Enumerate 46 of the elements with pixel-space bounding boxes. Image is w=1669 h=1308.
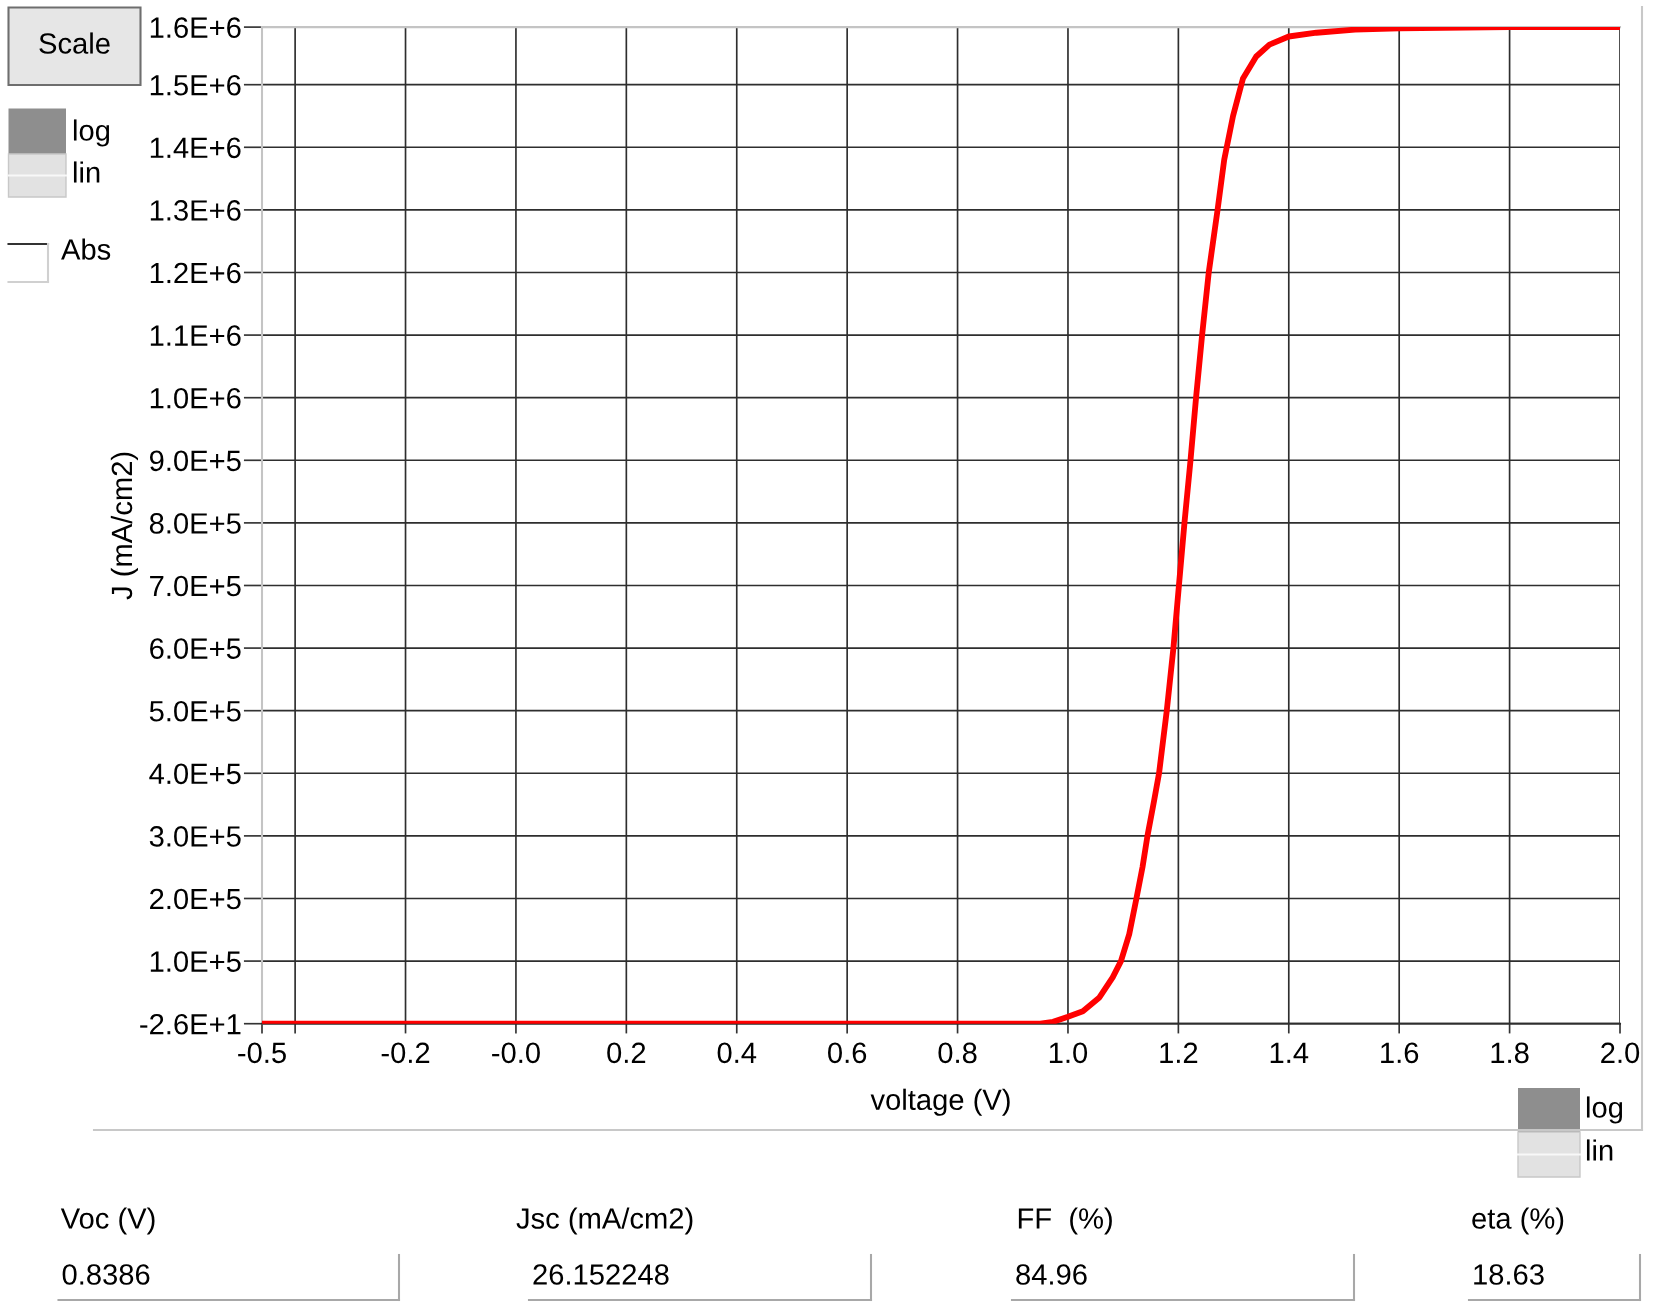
y-axis-title: J (mA/cm2) [110,452,138,600]
y-tick-label: 1.2E+6 [150,262,241,284]
x-tick-label: 0.2 [607,1042,646,1064]
y-tick-label: 8.0E+5 [149,513,241,534]
x-tick-label: 0.6 [828,1042,867,1064]
y-tick-label: 1.3E+6 [150,200,241,221]
x-tick-label: 0.8 [938,1042,977,1064]
text: Abs [61,238,111,260]
text: FF (%) [1018,1207,1112,1235]
text: lin [1586,1139,1613,1161]
y-tick-label: 5.0E+5 [149,700,241,722]
y-tick-label: -2.6E+1 [140,1013,241,1035]
y-tick-label: 4.0E+5 [149,763,241,785]
text: eta (%) [1472,1207,1564,1235]
x-tick-label: 1.0 [1049,1042,1088,1064]
y-tick-label: 6.0E+5 [150,638,241,659]
x-tick-label: 0.4 [717,1042,757,1064]
text: 26.152248 [533,1264,669,1285]
x-tick-label: 1.2 [1160,1042,1198,1063]
x-tick-label: 1.8 [1491,1042,1529,1064]
x-tick-label: 1.4 [1270,1042,1309,1063]
text: 18.63 [1474,1264,1544,1285]
y-tick-label: 2.0E+5 [150,888,241,910]
y-tick-label: 1.6E+6 [150,17,241,38]
text: 0.8386 [62,1264,150,1285]
text: log [73,119,110,147]
text: Voc (V) [60,1207,155,1235]
x-axis-title: voltage (V) [870,1088,1010,1116]
x-tick-label: -0.2 [381,1042,430,1064]
y-tick-label: 1.0E+6 [150,387,241,409]
y-tick-label: 7.0E+5 [150,575,241,597]
y-tick-label: 1.0E+5 [150,951,241,972]
x-tick-label: 1.6 [1381,1042,1419,1064]
y-tick-label: 9.0E+5 [149,450,241,472]
y-tick-label: 3.0E+5 [149,826,241,847]
x-tick-label: -0.5 [238,1042,286,1064]
y-tick-label: 1.4E+6 [150,137,241,159]
y-tick-label: 1.1E+6 [150,325,241,346]
x-tick-label: -0.0 [492,1042,540,1064]
text: log [1586,1096,1623,1124]
y-tick-label: 1.5E+6 [150,74,241,96]
text: Jsc (mA/cm2) [516,1207,693,1235]
text: Scale [39,32,110,54]
text: 84.96 [1016,1264,1087,1285]
text: lin [73,161,100,183]
x-tick-label: 2.0 [1601,1042,1640,1064]
